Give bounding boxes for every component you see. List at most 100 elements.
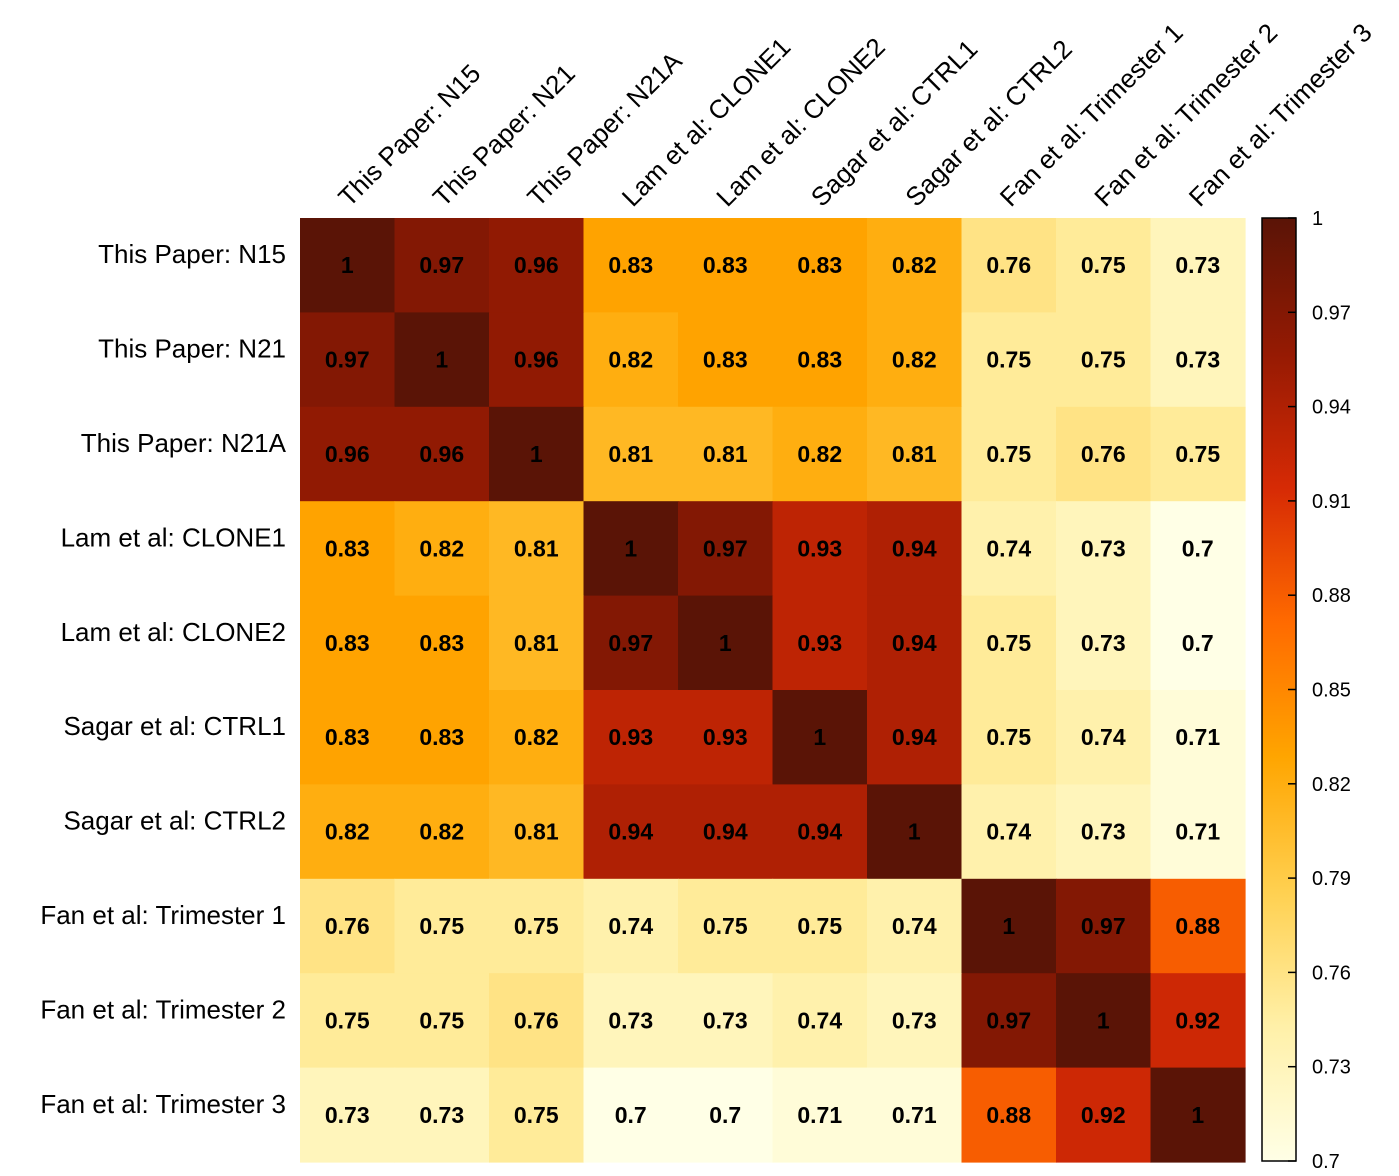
cell-value-label: 0.94 bbox=[892, 630, 937, 656]
cell-value-label: 0.96 bbox=[325, 441, 370, 467]
heatmap-cell bbox=[772, 501, 868, 597]
heatmap-cell bbox=[300, 218, 396, 313]
heatmap-cell bbox=[489, 1067, 585, 1163]
heatmap-cell bbox=[394, 973, 490, 1069]
row-label: This Paper: N15 bbox=[98, 239, 286, 269]
heatmap-cell bbox=[300, 1067, 396, 1163]
cell-value-label: 0.74 bbox=[986, 819, 1031, 845]
cell-value-label: 1 bbox=[908, 819, 921, 845]
cell-value-label: 1 bbox=[624, 535, 637, 561]
heatmap-cell bbox=[772, 784, 868, 880]
cell-value-label: 1 bbox=[341, 252, 354, 278]
colorbar-tick-label: 0.79 bbox=[1312, 868, 1351, 890]
cell-value-label: 0.73 bbox=[703, 1007, 748, 1033]
cell-value-label: 1 bbox=[1097, 1007, 1110, 1033]
heatmap-cell bbox=[1150, 784, 1246, 880]
row-label: Fan et al: Trimester 2 bbox=[40, 994, 286, 1024]
cell-value-label: 0.81 bbox=[514, 535, 559, 561]
cell-value-label: 0.97 bbox=[1081, 913, 1126, 939]
heatmap-cell bbox=[583, 784, 679, 880]
row-label: This Paper: N21A bbox=[81, 428, 287, 458]
heatmap-cell bbox=[394, 878, 490, 974]
heatmap-cell bbox=[867, 595, 963, 691]
heatmap-cell bbox=[394, 690, 490, 785]
cell-value-label: 0.75 bbox=[1081, 252, 1126, 278]
cell-value-label: 0.73 bbox=[1175, 347, 1220, 373]
row-label: Sagar et al: CTRL1 bbox=[63, 711, 286, 741]
heatmap-cell bbox=[961, 878, 1057, 974]
column-label: Fan et al: Trimester 1 bbox=[994, 17, 1189, 212]
heatmap-cell bbox=[961, 784, 1057, 880]
heatmap-cell bbox=[678, 218, 774, 313]
cell-value-label: 0.71 bbox=[797, 1102, 842, 1128]
heatmap-cell bbox=[867, 312, 963, 408]
cell-value-label: 0.75 bbox=[514, 913, 559, 939]
heatmap-cell bbox=[300, 784, 396, 880]
cell-value-label: 0.75 bbox=[986, 441, 1031, 467]
cell-value-label: 1 bbox=[719, 630, 732, 656]
colorbar-tick-label: 0.82 bbox=[1312, 774, 1351, 796]
cell-value-label: 0.97 bbox=[325, 347, 370, 373]
row-label: Lam et al: CLONE1 bbox=[61, 522, 286, 552]
heatmap-cell bbox=[394, 1067, 490, 1163]
heatmap-cell bbox=[300, 878, 396, 974]
cell-value-label: 0.76 bbox=[514, 1007, 559, 1033]
heatmap-cell bbox=[772, 406, 868, 502]
heatmap-cell bbox=[772, 312, 868, 408]
heatmap-cell bbox=[678, 312, 774, 408]
heatmap-cell bbox=[961, 690, 1057, 785]
heatmap-cell bbox=[867, 501, 963, 597]
cell-value-label: 0.75 bbox=[986, 630, 1031, 656]
heatmap-cell bbox=[678, 690, 774, 785]
heatmap-cell bbox=[300, 595, 396, 691]
heatmap-cell bbox=[1056, 784, 1152, 880]
cell-value-label: 0.74 bbox=[1081, 724, 1126, 750]
heatmap-cell bbox=[583, 1067, 679, 1163]
heatmap-cell bbox=[583, 690, 679, 785]
column-label: Lam et al: CLONE2 bbox=[710, 32, 891, 213]
heatmap-cell bbox=[489, 784, 585, 880]
heatmap-cell bbox=[583, 973, 679, 1069]
heatmap-cell bbox=[583, 406, 679, 502]
row-labels: This Paper: N15 This Paper: N21 This Paper… bbox=[40, 239, 286, 1119]
cell-value-label: 0.73 bbox=[1081, 630, 1126, 656]
heatmap-cell bbox=[961, 406, 1057, 502]
heatmap-cell bbox=[1150, 1067, 1246, 1163]
cell-value-label: 0.93 bbox=[797, 535, 842, 561]
cell-value-label: 0.81 bbox=[514, 630, 559, 656]
column-label: Sagar et al: CTRL2 bbox=[899, 34, 1078, 213]
cell-value-label: 0.82 bbox=[325, 819, 370, 845]
cell-value-label: 0.7 bbox=[709, 1102, 741, 1128]
heatmap-cell bbox=[961, 595, 1057, 691]
heatmap-cell bbox=[772, 218, 868, 313]
cell-value-label: 0.82 bbox=[797, 441, 842, 467]
cell-value-label: 0.83 bbox=[325, 724, 370, 750]
colorbar-tick-label: 1 bbox=[1312, 208, 1323, 230]
cell-value-label: 0.74 bbox=[797, 1007, 842, 1033]
cell-value-label: 0.73 bbox=[1081, 535, 1126, 561]
heatmap-cell bbox=[1150, 501, 1246, 597]
heatmap-cell bbox=[300, 312, 396, 408]
heatmap-cell bbox=[1150, 690, 1246, 785]
heatmap-cell bbox=[300, 406, 396, 502]
cell-value-label: 0.83 bbox=[703, 252, 748, 278]
heatmap-cell bbox=[867, 406, 963, 502]
cell-value-label: 0.83 bbox=[419, 724, 464, 750]
heatmap-cell bbox=[678, 406, 774, 502]
heatmap-cell bbox=[678, 595, 774, 691]
heatmap-cell bbox=[867, 1067, 963, 1163]
colorbar-tick-label: 0.97 bbox=[1312, 302, 1351, 324]
cell-value-label: 0.82 bbox=[892, 347, 937, 373]
cell-value-label: 0.7 bbox=[1182, 630, 1214, 656]
cell-value-label: 0.76 bbox=[1081, 441, 1126, 467]
cell-value-label: 0.94 bbox=[608, 819, 653, 845]
colorbar-tick-label: 0.94 bbox=[1312, 397, 1351, 419]
heatmap-cells: 1 0.97 0.96 0.83 0.83 0.83 0.82 0.76 0.75 0.73 0.9… bbox=[300, 218, 1246, 1163]
cell-value-label: 0.82 bbox=[419, 819, 464, 845]
cell-value-label: 0.74 bbox=[892, 913, 937, 939]
heatmap-cell bbox=[678, 878, 774, 974]
heatmap-cell bbox=[772, 595, 868, 691]
heatmap-cell bbox=[1056, 312, 1152, 408]
heatmap-cell bbox=[300, 973, 396, 1069]
cell-value-label: 0.75 bbox=[514, 1102, 559, 1128]
